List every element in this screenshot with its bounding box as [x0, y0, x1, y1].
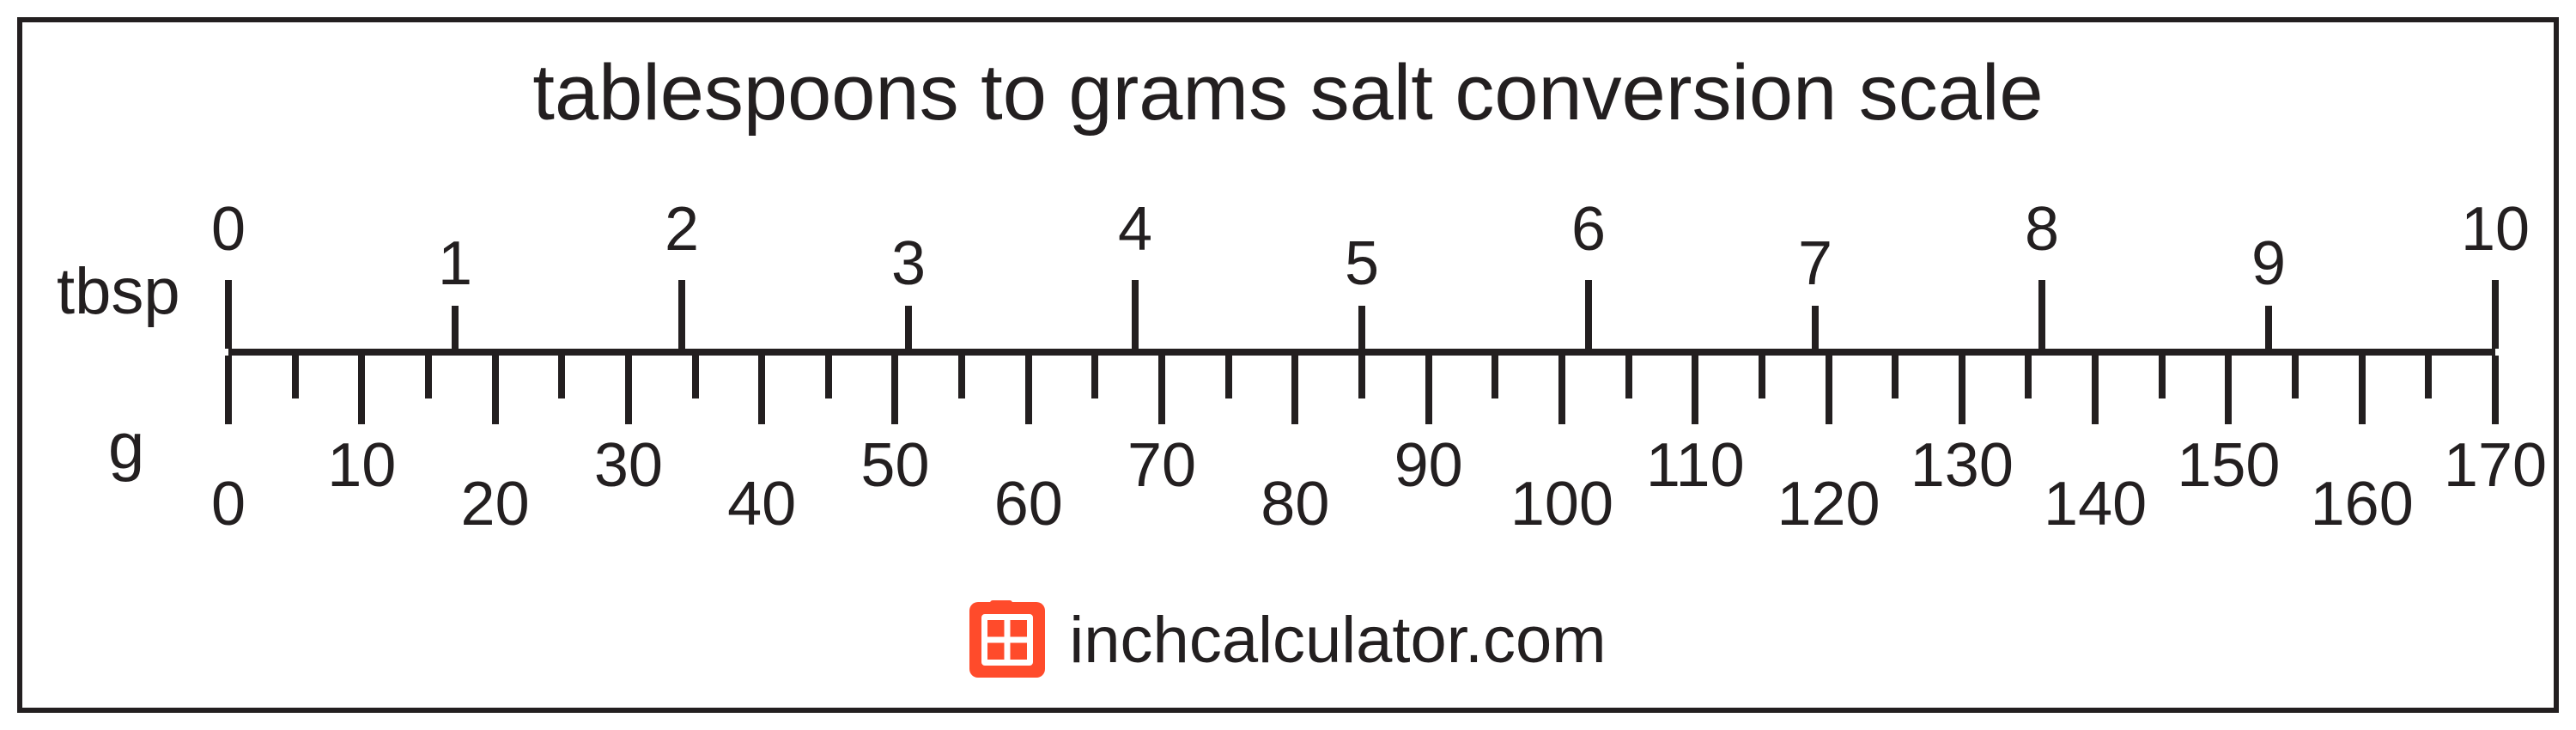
gram-number: 100	[1510, 469, 1613, 539]
gram-tick	[358, 356, 365, 424]
gram-tick	[2359, 356, 2366, 424]
scale-title: tablespoons to grams salt conversion sca…	[22, 48, 2554, 138]
tbsp-number: 2	[665, 194, 699, 265]
gram-tick	[758, 356, 765, 424]
gram-number: 20	[461, 469, 530, 539]
gram-tick	[1759, 356, 1765, 398]
gram-number: 60	[994, 469, 1063, 539]
gram-tick	[1358, 356, 1365, 398]
gram-tick	[2025, 356, 2032, 398]
tbsp-number: 7	[1798, 228, 1832, 299]
gram-tick	[225, 356, 232, 424]
gram-tick	[558, 356, 565, 398]
tbsp-number: 1	[438, 228, 472, 299]
gram-tick	[2159, 356, 2166, 398]
gram-tick	[958, 356, 965, 398]
gram-number: 110	[1646, 430, 1745, 501]
gram-tick	[2425, 356, 2432, 398]
gram-tick	[1425, 356, 1432, 424]
gram-tick	[492, 356, 499, 424]
gram-tick	[1892, 356, 1899, 398]
gram-number: 160	[2311, 469, 2414, 539]
ruler-baseline	[228, 349, 2495, 356]
gram-number: 70	[1127, 430, 1196, 501]
tbsp-number: 0	[211, 194, 246, 265]
tbsp-tick	[2492, 280, 2499, 349]
gram-number: 50	[860, 430, 929, 501]
tbsp-tick	[2038, 280, 2045, 349]
gram-number: 80	[1261, 469, 1329, 539]
gram-tick	[2225, 356, 2232, 424]
gram-tick	[891, 356, 898, 424]
footer-text: inchcalculator.com	[1069, 603, 1606, 678]
gram-tick	[1091, 356, 1098, 398]
gram-tick	[1025, 356, 1032, 424]
gram-tick	[1959, 356, 1965, 424]
calculator-icon	[969, 602, 1045, 678]
gram-tick	[292, 356, 299, 398]
gram-tick	[1158, 356, 1165, 424]
gram-number: 120	[1777, 469, 1880, 539]
gram-number: 40	[727, 469, 796, 539]
gram-tick	[1692, 356, 1698, 424]
tbsp-number: 8	[2025, 194, 2059, 265]
tbsp-number: 5	[1345, 228, 1379, 299]
tbsp-tick	[1358, 306, 1365, 349]
tbsp-number: 6	[1571, 194, 1606, 265]
gram-tick	[692, 356, 699, 398]
gram-tick	[2492, 356, 2499, 424]
tbsp-tick	[905, 306, 912, 349]
tbsp-tick	[225, 280, 232, 349]
tbsp-tick	[678, 280, 685, 349]
tbsp-number: 9	[2251, 228, 2286, 299]
gram-number: 150	[2177, 430, 2280, 501]
tbsp-number: 10	[2461, 194, 2530, 265]
gram-tick	[425, 356, 432, 398]
tbsp-tick	[1132, 280, 1139, 349]
gram-tick	[1291, 356, 1298, 424]
gram-number: 0	[211, 469, 246, 539]
tbsp-tick	[452, 306, 459, 349]
gram-tick	[625, 356, 632, 424]
tbsp-tick	[1812, 306, 1819, 349]
gram-tick	[1625, 356, 1632, 398]
gram-tick	[1492, 356, 1498, 398]
tbsp-tick	[2265, 306, 2272, 349]
tbsp-tick	[1585, 280, 1592, 349]
gram-tick	[2092, 356, 2099, 424]
gram-number: 170	[2444, 430, 2547, 501]
footer: inchcalculator.com	[22, 602, 2554, 682]
gram-number: 10	[327, 430, 396, 501]
tbsp-number: 4	[1118, 194, 1152, 265]
bottom-unit-label: g	[108, 409, 144, 484]
top-unit-label: tbsp	[57, 254, 180, 329]
gram-number: 130	[1911, 430, 2014, 501]
tbsp-number: 3	[891, 228, 926, 299]
gram-tick	[1558, 356, 1565, 424]
gram-number: 140	[2044, 469, 2147, 539]
gram-number: 30	[594, 430, 663, 501]
gram-tick	[1826, 356, 1832, 424]
gram-tick	[825, 356, 832, 398]
ruler: 0123456789100102030405060708090100110120…	[228, 186, 2495, 529]
gram-number: 90	[1394, 430, 1463, 501]
gram-tick	[2292, 356, 2299, 398]
conversion-scale-frame: tablespoons to grams salt conversion sca…	[17, 17, 2559, 713]
gram-tick	[1225, 356, 1232, 398]
